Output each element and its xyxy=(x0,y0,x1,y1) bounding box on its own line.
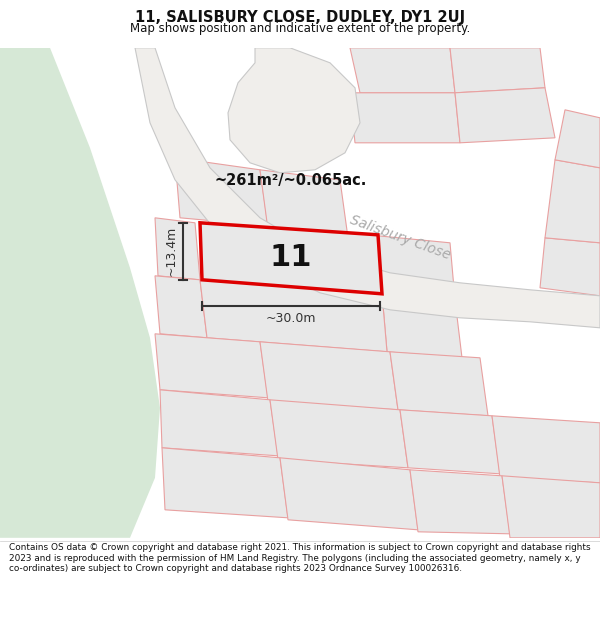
Polygon shape xyxy=(390,352,488,416)
Polygon shape xyxy=(260,342,398,410)
Polygon shape xyxy=(382,294,462,358)
Polygon shape xyxy=(0,48,160,538)
Polygon shape xyxy=(455,88,555,142)
Text: Salisbury Close: Salisbury Close xyxy=(348,213,452,262)
Polygon shape xyxy=(378,236,455,300)
Polygon shape xyxy=(200,280,387,352)
Polygon shape xyxy=(162,448,288,518)
Text: 11, SALISBURY CLOSE, DUDLEY, DY1 2UJ: 11, SALISBURY CLOSE, DUDLEY, DY1 2UJ xyxy=(135,10,465,25)
Polygon shape xyxy=(135,48,600,328)
Polygon shape xyxy=(350,92,460,142)
Text: ~30.0m: ~30.0m xyxy=(266,312,316,325)
Text: Map shows position and indicative extent of the property.: Map shows position and indicative extent… xyxy=(130,22,470,35)
Polygon shape xyxy=(155,334,268,398)
Polygon shape xyxy=(228,48,360,172)
Polygon shape xyxy=(555,110,600,168)
Polygon shape xyxy=(260,170,348,238)
Polygon shape xyxy=(492,416,600,482)
Polygon shape xyxy=(175,158,268,226)
Polygon shape xyxy=(502,476,600,538)
Polygon shape xyxy=(410,470,510,534)
Polygon shape xyxy=(160,390,278,456)
Polygon shape xyxy=(155,217,200,280)
Polygon shape xyxy=(400,410,500,474)
Text: ~261m²/~0.065ac.: ~261m²/~0.065ac. xyxy=(215,173,367,188)
Text: ~13.4m: ~13.4m xyxy=(165,226,178,276)
Text: Contains OS data © Crown copyright and database right 2021. This information is : Contains OS data © Crown copyright and d… xyxy=(9,543,590,573)
Polygon shape xyxy=(450,48,545,92)
Text: 11: 11 xyxy=(269,243,312,272)
Polygon shape xyxy=(200,222,382,294)
Polygon shape xyxy=(155,276,207,338)
Polygon shape xyxy=(350,48,455,92)
Polygon shape xyxy=(270,400,408,468)
Polygon shape xyxy=(540,238,600,296)
Polygon shape xyxy=(280,458,418,530)
Polygon shape xyxy=(545,160,600,242)
